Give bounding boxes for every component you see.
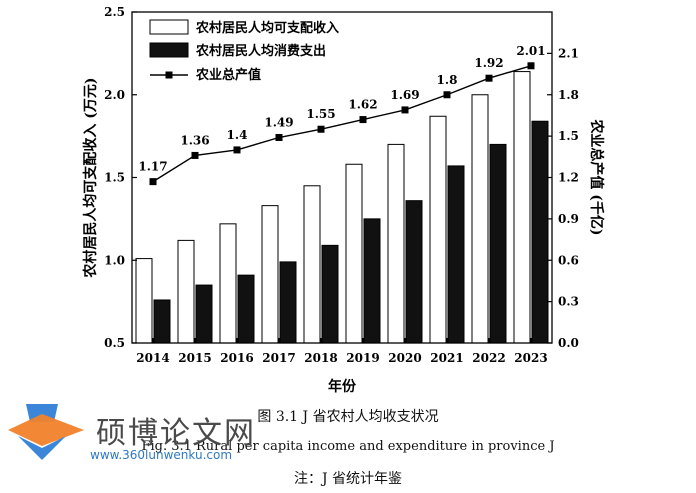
output-point <box>275 134 283 142</box>
expenditure-bar <box>153 299 171 344</box>
income-bar <box>429 115 447 344</box>
legend-label-income: 农村居民人均可支配收入 <box>195 20 339 36</box>
figure-note: 注：J 省统计年鉴 <box>293 471 403 487</box>
output-data-label: 1.8 <box>437 73 458 87</box>
left-tick-label: 0.5 <box>104 336 125 350</box>
right-tick-label: 0.9 <box>558 212 579 226</box>
output-point <box>527 62 535 70</box>
right-tick-label: 0.0 <box>558 336 579 350</box>
right-tick-label: 2.1 <box>558 46 579 60</box>
left-axis-label: 农村居民人均可支配收入 (万元) <box>82 77 99 278</box>
income-bar <box>345 163 363 344</box>
output-point <box>359 116 367 124</box>
left-tick-label: 2.0 <box>104 88 125 102</box>
output-data-label: 1.62 <box>348 98 377 112</box>
figure-caption-en: Fig. 3.1 Rural per capita income and exp… <box>141 439 555 454</box>
output-data-label: 1.92 <box>474 56 503 70</box>
graduation-cap-icon <box>8 404 84 460</box>
x-tick-label: 2016 <box>220 351 253 365</box>
income-bar <box>135 258 153 344</box>
x-tick-label: 2022 <box>472 351 505 365</box>
x-axis-label: 年份 <box>328 378 357 395</box>
expenditure-bar <box>195 284 213 344</box>
legend-marker-output <box>165 71 173 79</box>
output-data-label: 1.17 <box>138 160 167 174</box>
left-tick-label: 1.5 <box>104 171 125 185</box>
output-data-label: 1.4 <box>227 128 248 142</box>
legend-swatch-income <box>149 19 189 35</box>
x-tick-label: 2020 <box>388 351 421 365</box>
legend-label-output: 农业总产值 <box>195 67 261 83</box>
output-point <box>149 178 157 186</box>
output-data-label: 1.36 <box>180 133 209 147</box>
output-point <box>485 74 493 82</box>
watermark-url: www.360lunwenku.com <box>90 448 233 462</box>
x-tick-label: 2018 <box>304 351 337 365</box>
expenditure-bar <box>237 274 255 344</box>
output-data-label: 1.55 <box>306 107 335 121</box>
output-data-label: 2.01 <box>516 44 545 58</box>
x-tick-label: 2017 <box>262 351 295 365</box>
income-bar <box>513 71 531 344</box>
expenditure-bar <box>405 200 423 344</box>
expenditure-bar <box>489 143 507 344</box>
left-tick-label: 1.0 <box>104 253 125 267</box>
output-data-label: 1.69 <box>390 88 419 102</box>
output-point <box>443 91 451 99</box>
watermark-text: 硕博论文网 <box>96 416 256 451</box>
right-axis-label: 农业总产值 (千亿) <box>588 118 605 235</box>
income-bar <box>219 223 237 344</box>
x-tick-label: 2015 <box>178 351 211 365</box>
output-point <box>233 146 241 154</box>
income-bar <box>471 94 489 344</box>
right-tick-label: 1.5 <box>558 129 579 143</box>
income-bar <box>387 143 405 344</box>
expenditure-bar <box>363 218 381 344</box>
x-tick-label: 2019 <box>346 351 379 365</box>
expenditure-bar <box>447 165 465 344</box>
output-point <box>317 125 325 133</box>
axes-layer: 0.5 1.0 1.5 2.0 2.5 0.0 0.3 0.6 0.9 1.2 1.5 1.8 2.1 2… <box>82 5 605 395</box>
x-tick-label: 2014 <box>136 351 169 365</box>
income-bar <box>303 185 321 344</box>
figure-caption-cn: 图 3.1 J 省农村人均收支状况 <box>257 409 439 425</box>
output-data-label: 1.49 <box>264 116 293 130</box>
x-tick-label: 2023 <box>514 351 547 365</box>
income-bar <box>261 205 279 344</box>
left-tick-label: 2.5 <box>104 5 125 19</box>
right-tick-label: 1.8 <box>558 88 579 102</box>
x-tick-label: 2021 <box>430 351 463 365</box>
income-bar <box>177 239 195 344</box>
right-tick-label: 0.3 <box>558 295 579 309</box>
expenditure-bar <box>531 120 549 344</box>
output-point <box>191 151 199 159</box>
legend-swatch-expenditure <box>149 42 189 58</box>
output-point <box>401 106 409 114</box>
output-line <box>152 65 532 183</box>
bars-layer <box>135 71 549 344</box>
right-tick-label: 0.6 <box>558 253 579 267</box>
expenditure-bar <box>279 261 297 344</box>
line-layer: 1.17 1.36 1.4 1.49 1.55 1.62 1.69 1.8 1.92 2.01 <box>138 44 546 186</box>
right-tick-label: 1.2 <box>558 171 579 185</box>
expenditure-bar <box>321 244 339 344</box>
legend-label-expenditure: 农村居民人均消费支出 <box>195 43 326 59</box>
